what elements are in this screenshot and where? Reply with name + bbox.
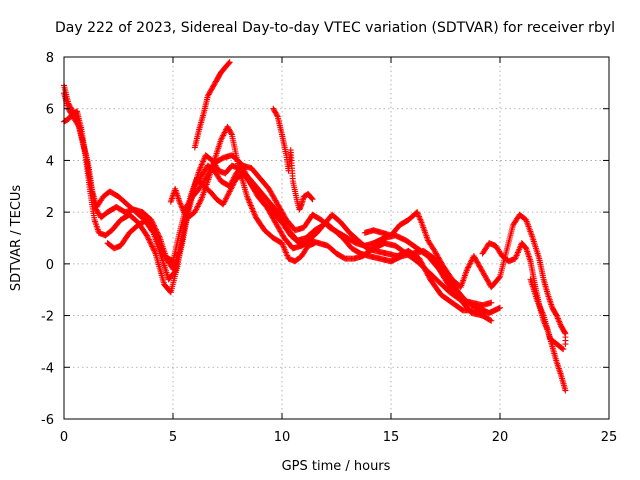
y-tick-label: 8 bbox=[46, 51, 54, 66]
data-point bbox=[148, 242, 155, 249]
series-trace-7 bbox=[270, 105, 316, 213]
data-point bbox=[144, 233, 151, 240]
data-point bbox=[151, 228, 158, 235]
data-point bbox=[244, 173, 251, 180]
chart-title: Day 222 of 2023, Sidereal Day-to-day VTE… bbox=[55, 20, 615, 36]
data-point bbox=[308, 195, 315, 202]
y-tick-label: 4 bbox=[46, 154, 54, 169]
series-trace-10 bbox=[527, 276, 567, 353]
data-point bbox=[561, 329, 568, 336]
y-axis-label: SDTVAR / TECUs bbox=[9, 185, 24, 292]
data-point bbox=[226, 59, 233, 66]
y-tick-label: 0 bbox=[46, 258, 54, 273]
x-tick-label: 0 bbox=[60, 430, 68, 445]
x-tick-label: 20 bbox=[492, 430, 509, 445]
data-point bbox=[311, 240, 318, 247]
data-point bbox=[562, 387, 569, 394]
data-point bbox=[553, 311, 560, 318]
data-point bbox=[149, 243, 156, 250]
data-point bbox=[167, 288, 174, 295]
y-tick-label: -4 bbox=[41, 361, 54, 376]
data-point bbox=[242, 171, 249, 178]
data-point bbox=[245, 176, 252, 183]
data-point bbox=[240, 166, 247, 173]
y-tick-label: -2 bbox=[41, 310, 54, 325]
y-tick-label: 6 bbox=[46, 103, 54, 118]
x-tick-label: 15 bbox=[383, 430, 400, 445]
series-trace-8 bbox=[361, 209, 569, 348]
x-tick-label: 5 bbox=[169, 430, 177, 445]
data-point bbox=[497, 304, 503, 311]
data-point bbox=[481, 309, 488, 316]
data-point bbox=[238, 161, 245, 168]
data-point bbox=[225, 60, 232, 67]
data-point bbox=[149, 244, 156, 251]
x-tick-label: 10 bbox=[274, 430, 291, 445]
tick-layer bbox=[63, 56, 610, 420]
data-point bbox=[244, 175, 251, 182]
data-point bbox=[146, 237, 153, 244]
data-point bbox=[273, 112, 280, 119]
data-point bbox=[147, 240, 154, 247]
data-point bbox=[147, 239, 154, 246]
series-trace-5 bbox=[167, 123, 318, 265]
data-point bbox=[143, 232, 150, 239]
data-point bbox=[559, 345, 566, 352]
data-point bbox=[243, 172, 250, 179]
y-tick-label: 2 bbox=[46, 206, 54, 221]
data-point bbox=[496, 274, 503, 281]
data-point bbox=[240, 165, 247, 172]
x-axis-label: GPS time / hours bbox=[282, 459, 391, 474]
data-point bbox=[560, 346, 567, 353]
data-point bbox=[197, 197, 204, 204]
tick-label-layer: 0 5 10 15 20 25 -6 -4 -2 0 2 4 6 8 bbox=[41, 51, 617, 445]
data-layer bbox=[61, 59, 569, 394]
data-point bbox=[151, 249, 158, 256]
data-point bbox=[488, 299, 495, 306]
data-point bbox=[562, 341, 569, 348]
y-tick-label: -6 bbox=[41, 413, 54, 428]
data-point bbox=[309, 196, 316, 203]
data-point bbox=[228, 130, 235, 137]
data-point bbox=[145, 235, 152, 242]
x-tick-label: 25 bbox=[601, 430, 618, 445]
series-trace-4 bbox=[104, 152, 495, 309]
data-point bbox=[488, 317, 495, 324]
data-point bbox=[487, 317, 494, 324]
data-point bbox=[145, 236, 152, 243]
plot-frame bbox=[63, 56, 610, 420]
data-point bbox=[150, 246, 157, 253]
series-trace-6 bbox=[191, 59, 233, 151]
data-point bbox=[151, 247, 158, 254]
